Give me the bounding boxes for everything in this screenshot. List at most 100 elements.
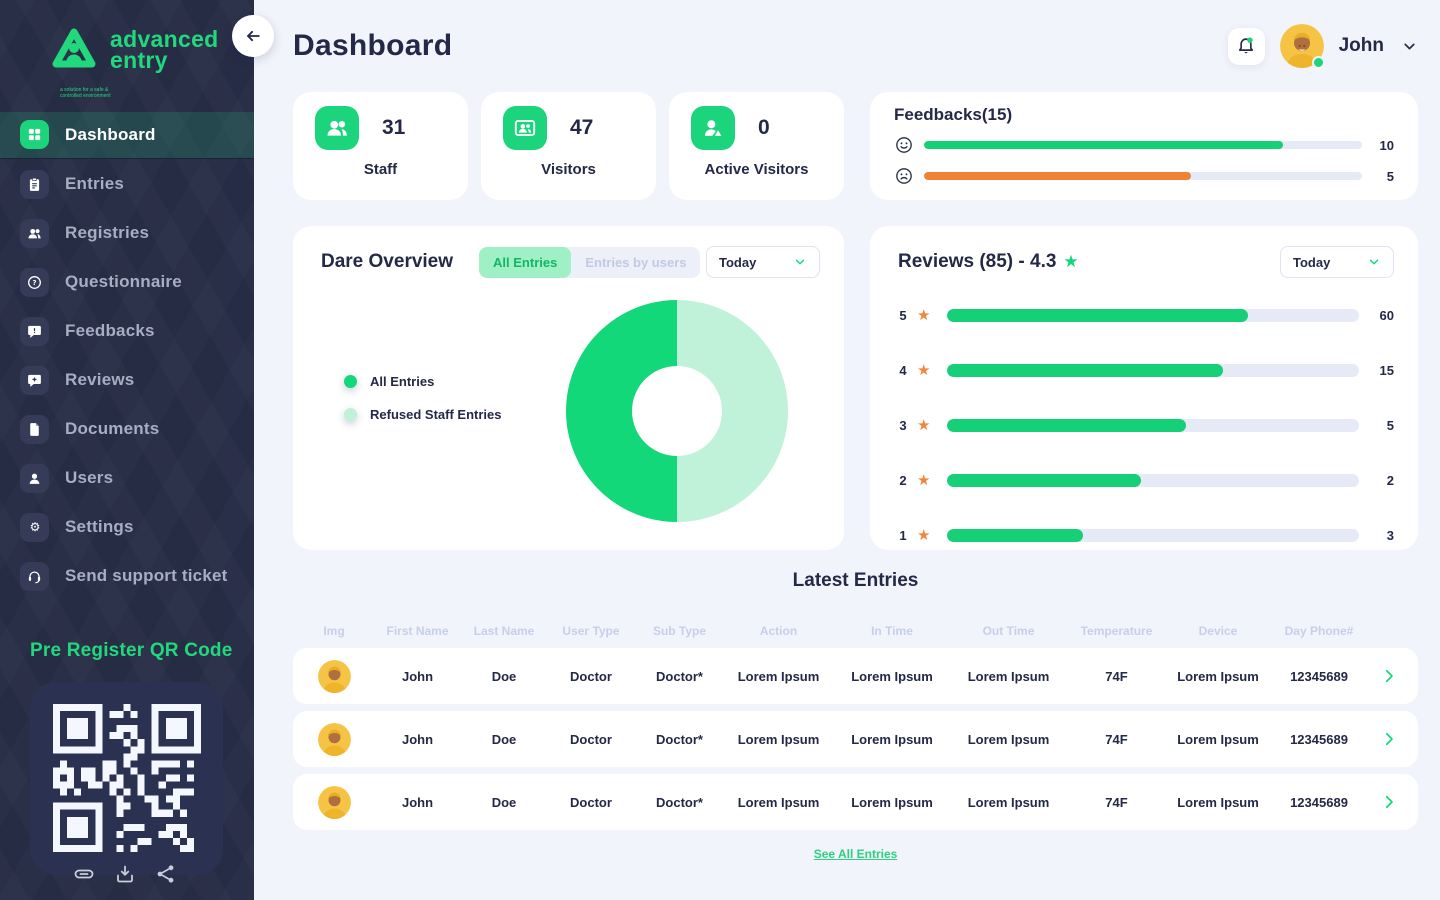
user-icon	[20, 463, 49, 493]
stat-label: Visitors	[541, 161, 596, 178]
overview-title: Dare Overview	[321, 251, 454, 272]
qr-actions	[72, 862, 178, 886]
active-visitors-icon	[691, 106, 735, 150]
sidebar-item-dashboard[interactable]: Dashboard	[0, 111, 254, 159]
tab-all-entries[interactable]: All Entries	[479, 246, 572, 278]
rating-row-5: 5 ★ 60	[899, 307, 1394, 324]
negative-feedback-bar	[924, 172, 1362, 180]
happy-face-icon	[896, 137, 912, 153]
sidebar-item-label: Documents	[65, 419, 160, 438]
sidebar-item-users[interactable]: Users	[0, 455, 254, 502]
negative-feedback-count: 5	[1386, 168, 1394, 184]
rating-row-3: 3 ★ 5	[899, 417, 1394, 434]
table-row[interactable]: John Doe Doctor Doctor* Lorem Ipsum Lore…	[293, 711, 1418, 767]
back-button[interactable]	[232, 15, 274, 57]
svg-text:⚙: ⚙	[29, 520, 40, 534]
donut-legend: All Entries Refused Staff Entries	[344, 374, 501, 440]
reviews-card: Reviews (85) - 4.3 ★ Today 5 ★ 60 4 ★	[870, 226, 1418, 550]
headset-icon	[20, 561, 49, 591]
link-icon[interactable]	[72, 862, 96, 886]
advanced-entry-logo-icon	[52, 28, 96, 68]
logo: advanced entry	[0, 0, 254, 86]
feedback-bubble-icon	[20, 316, 49, 346]
row-avatar	[293, 785, 375, 819]
tab-entries-by-users[interactable]: Entries by users	[585, 254, 687, 270]
qr-code	[30, 681, 223, 875]
entries-toggle: All Entries Entries by users	[479, 246, 701, 278]
sidebar: advanced entry a solution for a safe & c…	[0, 0, 254, 900]
logo-tagline: a solution for a safe & controlled envir…	[60, 87, 111, 99]
sidebar-item-support[interactable]: Send support ticket	[0, 553, 254, 600]
sidebar-item-label: Feedbacks	[65, 321, 155, 340]
see-all-entries-link[interactable]: See All Entries	[813, 847, 898, 861]
logo-text-line1: advanced	[110, 25, 219, 52]
stat-label: Staff	[363, 161, 398, 178]
bell-icon	[1239, 37, 1254, 54]
green-star-icon: ★	[1063, 252, 1079, 271]
entries-donut-chart	[566, 300, 788, 522]
sidebar-item-reviews[interactable]: Reviews	[0, 357, 254, 404]
row-avatar	[293, 659, 375, 693]
stat-value: 31	[382, 116, 406, 139]
notifications-button[interactable]	[1227, 27, 1265, 65]
chevron-down-icon[interactable]	[1401, 38, 1418, 55]
row-chevron-right-icon[interactable]	[1370, 667, 1418, 685]
table-header-row: Img First Name Last Name User Type Sub Type…	[323, 624, 1354, 638]
overview-period-value: Today	[719, 254, 757, 270]
stat-value: 0	[758, 116, 770, 139]
user-avatar[interactable]	[1279, 24, 1325, 69]
user-name: John	[1338, 35, 1384, 56]
stat-value: 47	[570, 116, 594, 139]
legend-item: Refused Staff Entries	[344, 407, 501, 422]
sidebar-nav: Dashboard Entries Registries ? Questionn…	[0, 111, 254, 600]
sidebar-item-feedbacks[interactable]: Feedbacks	[0, 308, 254, 355]
sidebar-item-label: Entries	[65, 174, 125, 193]
logo-text-line2: entry	[110, 47, 168, 73]
stat-card-active-visitors[interactable]: 0 Active Visitors	[669, 92, 844, 200]
latest-entries-section: Latest Entries Img First Name Last Name Us…	[293, 570, 1418, 863]
sidebar-item-registries[interactable]: Registries	[0, 210, 254, 257]
positive-feedback-count: 10	[1379, 137, 1394, 153]
rating-bar-4	[947, 363, 1359, 377]
sidebar-item-settings[interactable]: ⚙ Settings	[0, 504, 254, 551]
row-avatar	[293, 722, 375, 756]
star-icon: ★	[917, 417, 931, 434]
table-title: Latest Entries	[792, 570, 919, 591]
table-row[interactable]: John Doe Doctor Doctor* Lorem Ipsum Lore…	[293, 774, 1418, 830]
sidebar-item-label: Dashboard	[65, 124, 156, 144]
star-icon: ★	[917, 472, 931, 489]
sidebar-item-documents[interactable]: Documents	[0, 406, 254, 453]
document-icon	[20, 414, 49, 444]
dare-overview-card: Dare Overview All Entries Entries by use…	[293, 226, 844, 550]
legend-item: All Entries	[344, 374, 501, 389]
legend-dot-refused	[344, 408, 357, 421]
row-chevron-right-icon[interactable]	[1370, 793, 1418, 811]
share-icon[interactable]	[154, 862, 178, 886]
positive-feedback-bar	[924, 141, 1362, 149]
rating-bar-3	[947, 418, 1359, 432]
sidebar-item-entries[interactable]: Entries	[0, 161, 254, 208]
star-icon: ★	[917, 307, 931, 324]
stat-card-staff[interactable]: 31 Staff	[293, 92, 468, 200]
sad-face-icon	[896, 168, 912, 184]
row-chevron-right-icon[interactable]	[1370, 730, 1418, 748]
visitors-icon	[503, 106, 547, 150]
feedback-positive-row: 10	[894, 135, 1394, 155]
stat-card-visitors[interactable]: 47 Visitors	[481, 92, 656, 200]
main-header: Dashboard John	[293, 0, 1418, 92]
question-icon: ?	[20, 267, 49, 297]
table-row[interactable]: John Doe Doctor Doctor* Lorem Ipsum Lore…	[293, 648, 1418, 704]
sidebar-item-label: Questionnaire	[65, 272, 182, 291]
sidebar-item-label: Users	[65, 468, 114, 487]
clipboard-icon	[20, 169, 49, 199]
sidebar-item-questionnaire[interactable]: ? Questionnaire	[0, 259, 254, 306]
page-title: Dashboard	[293, 29, 453, 62]
sidebar-item-label: Settings	[65, 517, 134, 536]
overview-period-select[interactable]: Today	[706, 246, 820, 278]
review-bubble-icon	[20, 365, 49, 395]
star-icon: ★	[917, 527, 931, 544]
chevron-down-icon	[793, 255, 807, 269]
reviews-period-select[interactable]: Today	[1280, 246, 1394, 278]
feedbacks-card: Feedbacks(15) 10 5	[870, 92, 1418, 200]
download-icon[interactable]	[113, 862, 137, 886]
